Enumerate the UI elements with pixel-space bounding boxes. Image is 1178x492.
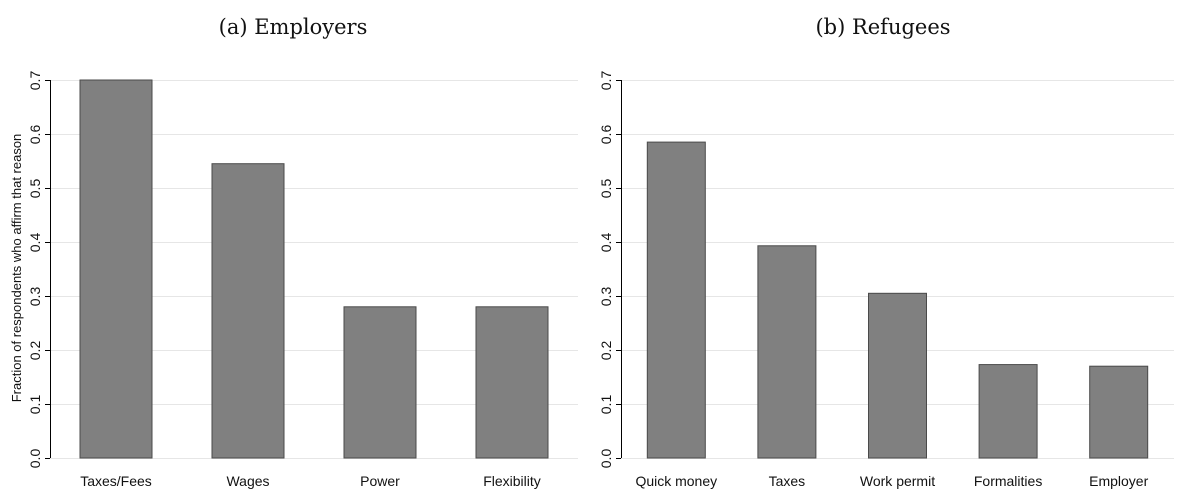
chart-title: (b) Refugees	[815, 15, 950, 39]
y-tick-label: 0.0	[598, 449, 614, 469]
x-tick-label: Power	[360, 473, 400, 489]
y-axis-label: Fraction of respondents who affirm that …	[9, 134, 24, 403]
x-tick-label: Work permit	[860, 473, 935, 489]
y-tick-label: 0.6	[27, 125, 43, 145]
bar	[646, 141, 706, 459]
bar	[1089, 365, 1149, 459]
y-tick-label: 0.6	[598, 125, 614, 145]
x-tick-label: Employer	[1089, 473, 1148, 489]
y-tick-label: 0.0	[27, 449, 43, 469]
x-tick-label: Quick money	[635, 473, 717, 489]
y-tick-label: 0.4	[27, 233, 43, 253]
bar	[868, 292, 927, 459]
bar	[757, 245, 817, 459]
x-tick-label: Formalities	[974, 473, 1042, 489]
chart-title: (a) Employers	[219, 15, 368, 39]
chart-refugees: (b) Refugees 0.0 0.1 0.2 0.3 0.4 0.5 0.6 0.7 Qui…	[598, 15, 1174, 489]
bar	[211, 163, 285, 459]
y-tick-label: 0.7	[598, 71, 614, 91]
x-tick-label: Taxes	[769, 473, 806, 489]
x-tick-label: Flexibility	[483, 473, 541, 489]
chart-employers: (a) Employers Fraction of respondents wh…	[9, 15, 578, 489]
y-tick-label: 0.3	[598, 287, 614, 307]
y-tick-label: 0.5	[598, 179, 614, 199]
y-tick-label: 0.1	[598, 395, 614, 415]
y-tick-label: 0.5	[27, 179, 43, 199]
y-tick-label: 0.1	[27, 395, 43, 415]
y-tick-label: 0.4	[598, 233, 614, 253]
y-tick-label: 0.7	[27, 71, 43, 91]
y-tick-label: 0.2	[27, 341, 43, 361]
y-tick-label: 0.2	[598, 341, 614, 361]
x-tick-label: Wages	[226, 473, 269, 489]
bar	[79, 79, 153, 459]
x-tick-label: Taxes/Fees	[80, 473, 152, 489]
y-tick-label: 0.3	[27, 287, 43, 307]
bar	[343, 306, 417, 459]
bar	[978, 364, 1038, 459]
bar	[475, 306, 549, 459]
